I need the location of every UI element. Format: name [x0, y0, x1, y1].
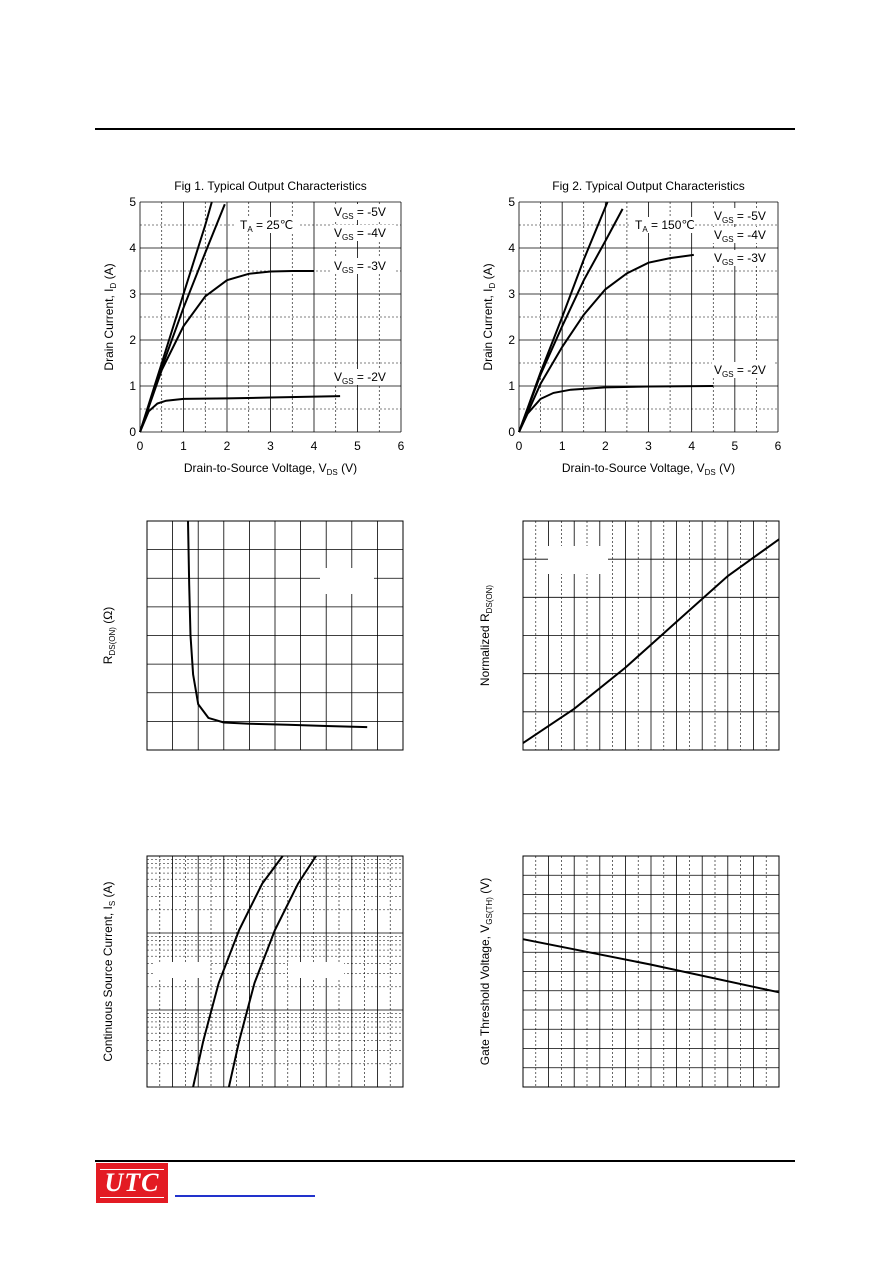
fig5-blank-area: [153, 962, 209, 978]
fig1-annotation: TA = 25℃: [240, 218, 293, 234]
fig1-xtick: 3: [267, 439, 274, 453]
fig2-ytick: 4: [508, 241, 515, 255]
fig1-xtick: 4: [311, 439, 318, 453]
fig4-blank-area: [548, 546, 608, 574]
fig2-series-label-bg: [712, 362, 774, 378]
fig1-ytick: 4: [129, 241, 136, 255]
fig1-ytick: 1: [129, 379, 136, 393]
utc-logo: UTC: [96, 1163, 168, 1203]
fig5-frame: [146, 855, 404, 1088]
fig2-series-label: VGS = -3V: [714, 251, 766, 267]
fig2-ylabel: Drain Current, ID (A): [481, 263, 497, 370]
fig2-xlabel: Drain-to-Source Voltage, VDS (V): [562, 461, 735, 477]
fig2-ytick: 3: [508, 287, 515, 301]
fig2-xtick: 0: [516, 439, 523, 453]
fig1-ytick: 0: [129, 425, 136, 439]
fig1-xlabel: Drain-to-Source Voltage, VDS (V): [184, 461, 357, 477]
fig4-series-line: [522, 538, 780, 744]
fig1-ytick: 3: [129, 287, 136, 301]
fig6-frame: [522, 855, 780, 1088]
fig2-ytick: 5: [508, 195, 515, 209]
fig2-ytick: 0: [508, 425, 515, 439]
fig2-ytick: 1: [508, 379, 515, 393]
fig1-series-line: [139, 270, 314, 433]
fig1-series-label-bg: [332, 369, 394, 385]
fig2-series-label: VGS = -5V: [714, 209, 766, 225]
fig1-series-label-bg: [332, 258, 394, 274]
fig1-series-label-bg: [332, 225, 394, 241]
fig1-series-line: [139, 395, 341, 433]
fig3-series-line: [187, 520, 368, 729]
fig5-blank-area: [288, 962, 344, 978]
fig2-xtick: 1: [559, 439, 566, 453]
fig1-xtick: 0: [137, 439, 144, 453]
fig3-blank-area: [320, 568, 374, 594]
chart-fig1: Fig 1. Typical Output Characteristics 0 1 2…: [102, 179, 405, 477]
fig1-ytick: 5: [129, 195, 136, 209]
fig1-series-label: VGS = -2V: [334, 370, 386, 386]
fig2-series-line: [518, 385, 714, 433]
fig1-xtick: 5: [354, 439, 361, 453]
fig1-series-label: VGS = -5V: [334, 205, 386, 221]
fig6-series-line: [522, 938, 780, 994]
fig2-title: Fig 2. Typical Output Characteristics: [552, 179, 745, 193]
fig4-frame: [522, 520, 780, 751]
fig1-series-label: VGS = -4V: [334, 226, 386, 242]
logo-text: UTC: [104, 1168, 160, 1197]
fig2-series-line: [518, 253, 694, 433]
fig2-series-label: VGS = -4V: [714, 228, 766, 244]
fig3-ylabel: RDS(ON) (Ω): [101, 607, 117, 664]
fig2-annotation: TA = 150℃: [635, 218, 695, 234]
chart-fig3: RDS(ON) (Ω): [101, 520, 404, 751]
footer-rule: [95, 1160, 795, 1162]
fig4-ylabel: Normalized RDS(ON): [478, 585, 494, 686]
fig2-series-label-bg: [712, 227, 774, 243]
fig2-annotation-bg: [631, 217, 693, 233]
fig2-xtick: 5: [731, 439, 738, 453]
fig1-series-label-bg: [332, 204, 394, 220]
header-rule: [95, 128, 795, 130]
fig1-series-label: VGS = -3V: [334, 259, 386, 275]
chart-fig4: Normalized RDS(ON): [478, 520, 780, 751]
fig2-xtick: 3: [645, 439, 652, 453]
fig2-series-label-bg: [712, 250, 774, 266]
fig1-annotation-bg: [236, 217, 298, 233]
fig2-series-label: VGS = -2V: [714, 363, 766, 379]
fig1-ylabel: Drain Current, ID (A): [102, 263, 118, 370]
chart-fig2: Fig 2. Typical Output Characteristics 0 1 2…: [481, 179, 782, 477]
fig1-ytick: 2: [129, 333, 136, 347]
chart-fig6: Gate Threshold Voltage, VGS(TH) (V): [478, 855, 780, 1088]
footer-link[interactable]: [175, 1195, 315, 1197]
fig2-xtick: 4: [688, 439, 695, 453]
fig5-series-line: [192, 855, 284, 1088]
fig5-series-line: [227, 855, 317, 1088]
fig1-xtick: 6: [398, 439, 405, 453]
fig1-xtick: 2: [224, 439, 231, 453]
fig2-ytick: 2: [508, 333, 515, 347]
fig2-xtick: 6: [775, 439, 782, 453]
fig3-frame: [146, 520, 404, 751]
fig1-xtick: 1: [180, 439, 187, 453]
fig2-series-line: [518, 208, 624, 433]
fig6-ylabel: Gate Threshold Voltage, VGS(TH) (V): [478, 878, 494, 1065]
fig1-title: Fig 1. Typical Output Characteristics: [174, 179, 367, 193]
chart-fig5: Continuous Source Current, IS (A): [101, 855, 404, 1088]
fig5-ylabel: Continuous Source Current, IS (A): [101, 881, 117, 1061]
fig2-xtick: 2: [602, 439, 609, 453]
fig2-series-label-bg: [712, 208, 774, 224]
